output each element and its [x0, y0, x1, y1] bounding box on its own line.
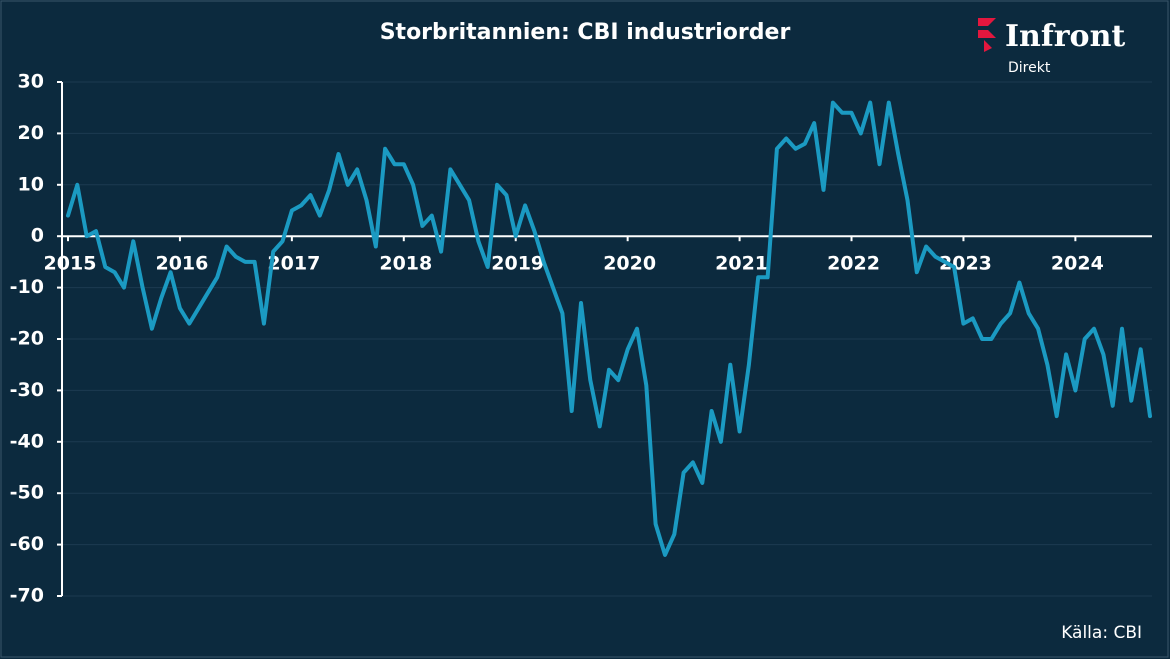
y-tick-label: 30: [18, 71, 44, 93]
x-tick-label: 2017: [267, 253, 320, 275]
x-tick-label: 2018: [379, 253, 432, 275]
x-tick-label: 2021: [715, 253, 768, 275]
x-tick-label: 2024: [1051, 253, 1104, 275]
x-tick-label: 2023: [939, 253, 992, 275]
y-tick-label: -70: [10, 585, 44, 607]
brand-sub: Direkt: [1008, 60, 1051, 76]
chart-title: Storbritannien: CBI industriorder: [380, 20, 791, 45]
logo: Infront Direkt: [978, 18, 1125, 76]
y-tick-label: -40: [10, 430, 44, 452]
logo-mark: [978, 18, 996, 52]
y-tick-label: -30: [10, 379, 44, 401]
source: Källa: CBI: [1061, 623, 1142, 643]
x-tick-label: 2022: [827, 253, 880, 275]
x-tick-label: 2020: [603, 253, 656, 275]
x-tick-label: 2019: [491, 253, 544, 275]
y-tick-label: 0: [31, 225, 44, 247]
y-tick-label: -10: [10, 276, 44, 298]
x-tick-label: 2015: [44, 253, 97, 275]
x-tick-label: 2016: [155, 253, 208, 275]
y-tick-label: -60: [10, 533, 44, 555]
brand-name: Infront: [1005, 19, 1125, 54]
y-tick-label: -20: [10, 328, 44, 350]
y-tick-label: 20: [18, 122, 44, 144]
y-tick-label: 10: [18, 173, 44, 195]
line-series: [66, 100, 1152, 557]
y-tick-label: -50: [10, 482, 44, 504]
